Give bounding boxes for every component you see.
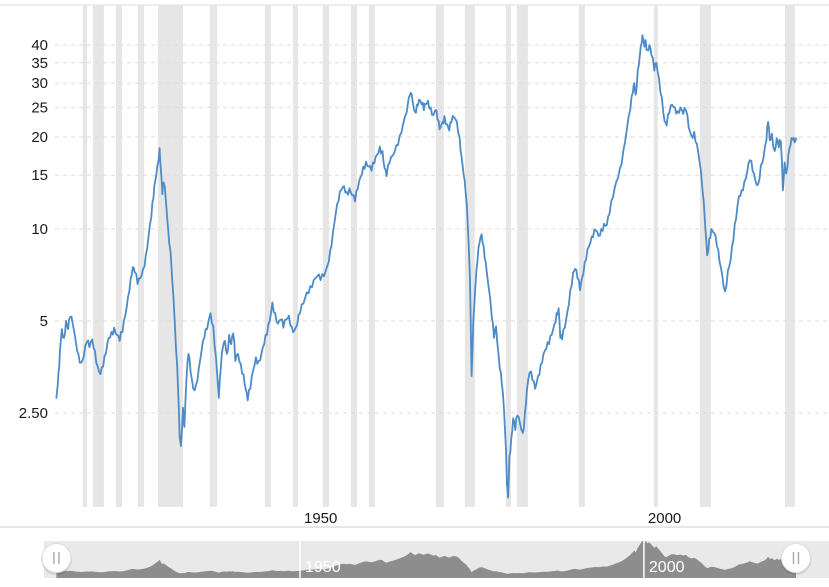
recession-band <box>137 5 145 507</box>
recession-band <box>699 5 711 507</box>
recession-band <box>209 5 217 507</box>
y-tick-label: 10 <box>31 221 48 238</box>
navigator-handle-left[interactable] <box>40 543 72 576</box>
x-tick-label: 2000 <box>648 510 681 527</box>
recession-band <box>350 5 357 507</box>
ratio-line-series <box>55 34 797 499</box>
y-gridlines <box>55 44 829 414</box>
recession-band <box>653 5 658 507</box>
y-tick-label: 15 <box>31 167 48 184</box>
navigator-year-label: 2000 <box>649 559 685 576</box>
recession-band <box>322 5 329 507</box>
recession-band <box>368 5 375 507</box>
handle-circle <box>780 543 811 573</box>
y-tick-label: 5 <box>40 313 48 330</box>
chart-plot-area[interactable] <box>0 5 829 507</box>
x-tick-label: 1950 <box>304 510 337 527</box>
recession-bands <box>82 5 795 507</box>
recession-band <box>92 5 104 507</box>
recession-band <box>264 5 271 507</box>
y-tick-label: 40 <box>31 37 48 54</box>
recession-band <box>505 5 511 507</box>
navigator-year-label: 1950 <box>305 559 341 576</box>
recession-band <box>115 5 123 507</box>
navigator-handle-right[interactable] <box>780 543 812 576</box>
y-tick-label: 25 <box>31 99 48 116</box>
recession-band <box>82 5 88 507</box>
x-axis-labels: 1950 2000 <box>304 510 681 527</box>
y-axis-labels: 4035 30 25 20 15 10 5 2.50 <box>19 37 48 422</box>
navigator: 1950 2000 <box>40 541 829 578</box>
handle-circle <box>41 543 72 573</box>
y-tick-label: 2.50 <box>19 405 48 422</box>
y-tick-label: 20 <box>31 129 48 146</box>
recession-band <box>516 5 528 507</box>
y-tick-label: 35 <box>31 55 48 72</box>
navigator-area-series <box>56 541 796 578</box>
recession-band <box>785 5 795 507</box>
y-tick-label: 30 <box>31 75 48 92</box>
recession-band <box>435 5 444 507</box>
navigator-year-gridlines: 1950 2000 <box>299 541 685 578</box>
recession-band <box>578 5 585 507</box>
recession-band <box>292 5 298 507</box>
